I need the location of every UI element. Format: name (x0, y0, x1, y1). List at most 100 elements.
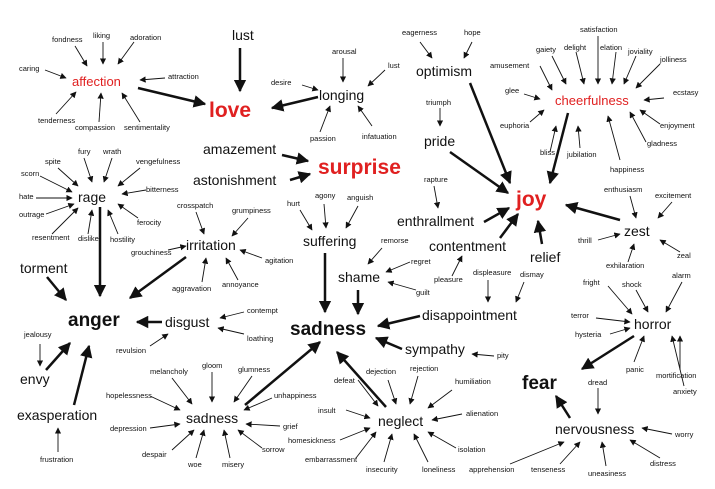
label-attraction: attraction (168, 72, 199, 81)
label-affection: affection (72, 74, 121, 89)
label-sorrow: sorrow (262, 445, 285, 454)
arrow (427, 431, 457, 449)
label-guilt: guilt (416, 288, 431, 297)
arrow (629, 111, 647, 143)
label-annoyance: annoyance (222, 280, 259, 289)
arrow (549, 125, 558, 153)
label-contentment: contentment (429, 238, 506, 254)
arrow-longing-love (270, 95, 319, 112)
label-liking: liking (93, 31, 110, 40)
arrow (217, 326, 245, 335)
label-passion: passion (310, 134, 336, 143)
arrow (609, 51, 617, 85)
label-revulsion: revulsion (116, 346, 146, 355)
label-agitation: agitation (265, 256, 293, 265)
hub-fear: fear (522, 373, 557, 394)
label-terror: terror (571, 311, 589, 320)
arrow (219, 311, 245, 320)
arrow-contentment-joy (499, 213, 519, 239)
label-unhappiness: unhappiness (274, 391, 317, 400)
arrow (107, 209, 119, 235)
arrow (345, 409, 371, 420)
arrow (231, 217, 249, 237)
arrow (97, 92, 104, 123)
label-infatuation: infatuation (362, 132, 397, 141)
arrow (117, 41, 135, 65)
label-hope: hope (464, 28, 481, 37)
arrow (339, 427, 371, 441)
label-dejection: dejection (366, 367, 396, 376)
label-shame: shame (338, 269, 380, 285)
arrow (659, 239, 681, 253)
arrow (433, 185, 441, 209)
label-grief: grief (283, 422, 299, 431)
label-fondness: fondness (52, 35, 83, 44)
arrow (599, 441, 607, 467)
label-alienation: alienation (466, 409, 498, 418)
label-excitement: excitement (655, 191, 692, 200)
arrow (639, 109, 661, 125)
arrow (239, 248, 263, 259)
label-grouchiness: grouchiness (131, 248, 172, 257)
label-aggravation: aggravation (172, 284, 211, 293)
label-despair: despair (142, 450, 167, 459)
label-fury: fury (78, 147, 91, 156)
arrow-zest-joy (564, 201, 621, 222)
label-humiliation: humiliation (455, 377, 491, 386)
label-uneasiness: uneasiness (588, 469, 626, 478)
label-rapture: rapture (424, 175, 448, 184)
arrow (629, 439, 661, 459)
arrow (299, 209, 313, 231)
arrow (383, 433, 394, 463)
label-rage: rage (78, 189, 106, 205)
minor-labels: fondness liking adoration caring attract… (19, 25, 699, 478)
arrow (539, 65, 553, 91)
label-hostility: hostility (110, 235, 135, 244)
label-melancholy: melancholy (150, 367, 188, 376)
arrow (345, 205, 359, 229)
label-nervousness: nervousness (555, 421, 634, 437)
label-remorse: remorse (381, 236, 409, 245)
label-astonishment: astonishment (193, 172, 276, 188)
label-misery: misery (222, 460, 244, 469)
arrow (357, 379, 379, 407)
label-embarrassment: embarrassment (305, 455, 358, 464)
label-cheerfulness: cheerfulness (555, 93, 629, 108)
label-happiness: happiness (610, 165, 644, 174)
label-satisfaction: satisfaction (580, 25, 618, 34)
label-delight: delight (564, 43, 587, 52)
label-exasperation: exasperation (17, 407, 97, 423)
thick-arrows (45, 48, 635, 419)
arrow (641, 426, 673, 435)
label-disappointment: disappointment (422, 307, 517, 323)
label-shock: shock (622, 280, 642, 289)
label-ecstasy: ecstasy (673, 88, 699, 97)
arrow (559, 441, 581, 465)
label-exhilaration: exhilaration (606, 261, 644, 270)
label-woe: woe (187, 460, 202, 469)
label-eagerness: eagerness (402, 28, 437, 37)
arrow (367, 247, 383, 265)
arrow (51, 207, 79, 235)
arrow (121, 92, 141, 123)
label-pride: pride (424, 133, 455, 149)
label-zest: zest (624, 223, 650, 239)
arrow (322, 203, 329, 229)
label-mortification: mortification (656, 371, 696, 380)
label-contempt: contempt (247, 306, 279, 315)
label-grumpiness: grumpiness (232, 206, 271, 215)
label-compassion: compassion (75, 123, 115, 132)
arrow (509, 441, 565, 465)
arrow (355, 431, 377, 459)
arrow-sadness-small-sadness (244, 341, 321, 406)
label-bitterness: bitterness (146, 185, 179, 194)
arrow-sympathy-sadness (374, 336, 403, 351)
hub-joy: joy (515, 188, 547, 211)
label-optimism: optimism (416, 63, 472, 79)
label-arousal: arousal (332, 47, 357, 56)
label-dread: dread (588, 378, 607, 387)
arrow-envy-anger (45, 342, 71, 371)
label-suffering: suffering (303, 233, 356, 249)
label-vengefulness: vengefulness (136, 157, 180, 166)
label-enthusiasm: enthusiasm (604, 185, 642, 194)
